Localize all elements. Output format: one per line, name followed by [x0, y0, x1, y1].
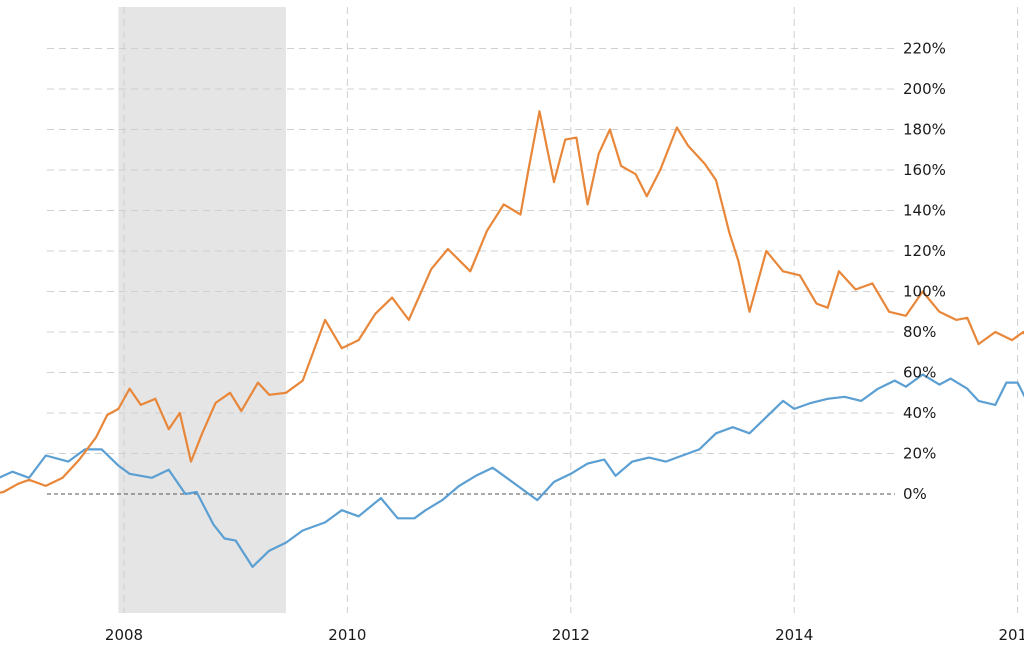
y-tick-label: 200%	[903, 80, 946, 98]
x-tick-label: 2016	[999, 626, 1024, 644]
y-tick-label: 180%	[903, 121, 946, 139]
x-tick-label: 2010	[328, 626, 366, 644]
x-tick-label: 2012	[552, 626, 590, 644]
recession-shade-0	[118, 7, 286, 613]
y-tick-label: 100%	[903, 283, 946, 301]
y-tick-label: 0%	[903, 485, 927, 503]
series-line-0	[0, 373, 1024, 569]
y-tick-label: 140%	[903, 202, 946, 220]
y-tick-label: 20%	[903, 445, 936, 463]
y-tick-label: 40%	[903, 404, 936, 422]
x-tick-label: 2014	[775, 626, 813, 644]
series-line-1	[0, 110, 1024, 494]
y-tick-label: 120%	[903, 242, 946, 260]
x-tick-label: 2008	[105, 626, 143, 644]
y-tick-label: 80%	[903, 323, 936, 341]
y-tick-label: 220%	[903, 40, 946, 58]
y-tick-label: 60%	[903, 364, 936, 382]
y-tick-label: 160%	[903, 161, 946, 179]
